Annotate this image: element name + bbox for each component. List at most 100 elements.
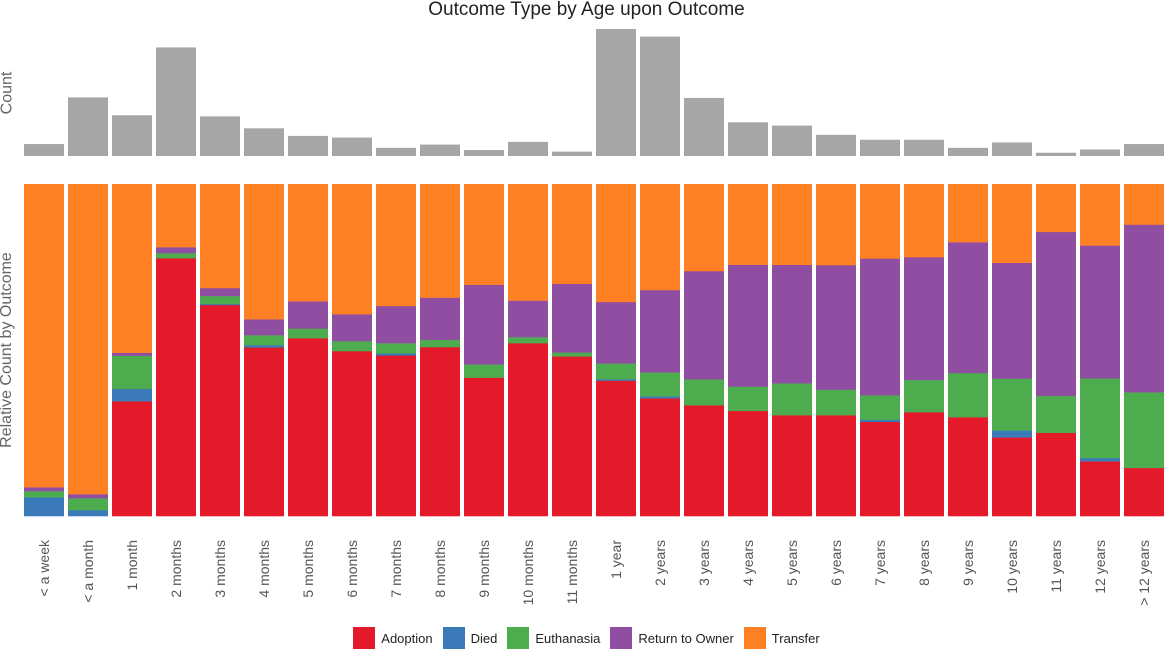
stack-segment [640, 372, 680, 397]
count-bar [816, 134, 856, 156]
stack-segment [200, 303, 240, 306]
stack-segment [992, 430, 1032, 438]
legend-item: Adoption [353, 627, 433, 649]
count-bar [948, 147, 988, 156]
stack-segment [728, 184, 768, 265]
stacked-bars [24, 184, 1164, 517]
stack-segment [1080, 184, 1120, 246]
count-bar [200, 116, 240, 156]
stack-segment [244, 319, 284, 336]
x-tick-label: 6 months [344, 540, 360, 598]
stack-segment [992, 184, 1032, 263]
stack-segment [1036, 395, 1076, 433]
count-bar [508, 141, 548, 156]
stack-segment [508, 184, 548, 301]
x-tick-label: 7 years [872, 540, 888, 586]
legend-item: Died [442, 627, 498, 649]
stack-segment [684, 379, 724, 406]
stack-segment [728, 410, 768, 517]
stack-segment [200, 304, 240, 517]
x-tick-label: > 12 years [1136, 540, 1152, 606]
stack-segment [772, 383, 812, 416]
stack-segment [860, 395, 900, 421]
stack-segment [112, 355, 152, 390]
stack-segment [112, 401, 152, 517]
count-bar [332, 137, 372, 156]
stack-segment [904, 257, 944, 381]
stack-segment [464, 184, 504, 285]
stack-segment [728, 386, 768, 412]
legend-swatch [743, 627, 766, 649]
stack-segment [288, 184, 328, 302]
stack-segment [1080, 457, 1120, 462]
stack-segment [1036, 184, 1076, 233]
stack-segment [992, 262, 1032, 379]
stack-segment [1080, 378, 1120, 459]
legend: Adoption Died Euthanasia Return to Owner Tra… [0, 627, 1173, 649]
count-bar [24, 144, 64, 156]
stack-segment [112, 184, 152, 353]
stack-segment [640, 398, 680, 517]
stack-segment [948, 417, 988, 517]
stack-segment [156, 247, 196, 254]
stack-segment [992, 378, 1032, 431]
x-tick-label: 8 months [432, 540, 448, 598]
count-bar [904, 139, 944, 156]
stack-segment [552, 283, 592, 353]
stack-segment [860, 421, 900, 517]
stack-segment [904, 412, 944, 517]
count-bar [1036, 152, 1076, 156]
x-tick-label: 9 years [960, 540, 976, 586]
x-tick-label: < a month [80, 540, 96, 603]
x-tick-label: 10 months [520, 540, 536, 605]
x-tick-labels: < a week < a month 1 month 2 months 3 months… [36, 539, 1152, 606]
legend-label: Return to Owner [638, 630, 734, 646]
stack-segment [640, 184, 680, 291]
legend-label: Died [470, 630, 498, 646]
count-bar [728, 122, 768, 156]
stack-segment [596, 363, 636, 380]
count-bar [68, 97, 108, 156]
stack-segment [156, 258, 196, 517]
legend-item: Euthanasia [507, 627, 600, 649]
x-tick-label: 11 months [564, 540, 580, 604]
count-bar [684, 97, 724, 156]
stack-segment [684, 270, 724, 380]
x-tick-label: 4 years [740, 540, 756, 586]
stack-segment [816, 184, 856, 266]
stack-segment [1080, 461, 1120, 517]
x-tick-label: 2 years [652, 540, 668, 586]
stack-segment [1124, 392, 1164, 469]
x-tick-label: 1 month [124, 540, 140, 591]
stack-segment [948, 242, 988, 374]
stack-segment [596, 380, 636, 517]
legend-item: Return to Owner [610, 627, 734, 649]
stack-segment [1036, 231, 1076, 397]
legend-swatch [442, 627, 465, 649]
legend-swatch [610, 627, 633, 649]
stack-segment [508, 343, 548, 517]
stack-segment [508, 337, 548, 344]
stack-segment [376, 184, 416, 307]
stack-segment [24, 487, 64, 492]
stack-segment [200, 184, 240, 289]
stack-segment [948, 184, 988, 243]
x-tick-label: 12 years [1092, 540, 1108, 594]
stack-segment [288, 338, 328, 517]
stack-segment [1036, 432, 1076, 517]
stack-segment [200, 295, 240, 305]
x-tick-label: 3 months [212, 540, 228, 598]
count-bar [1080, 149, 1120, 156]
stack-segment [1124, 224, 1164, 393]
stack-segment [156, 253, 196, 259]
stack-segment [420, 347, 460, 517]
count-bar [860, 139, 900, 156]
legend-label: Transfer [771, 630, 820, 646]
stack-segment [464, 377, 504, 517]
stack-segment [992, 437, 1032, 517]
stack-segment [376, 305, 416, 344]
legend-label: Adoption [381, 630, 433, 646]
stack-segment [948, 372, 988, 418]
stack-segment [332, 351, 372, 517]
